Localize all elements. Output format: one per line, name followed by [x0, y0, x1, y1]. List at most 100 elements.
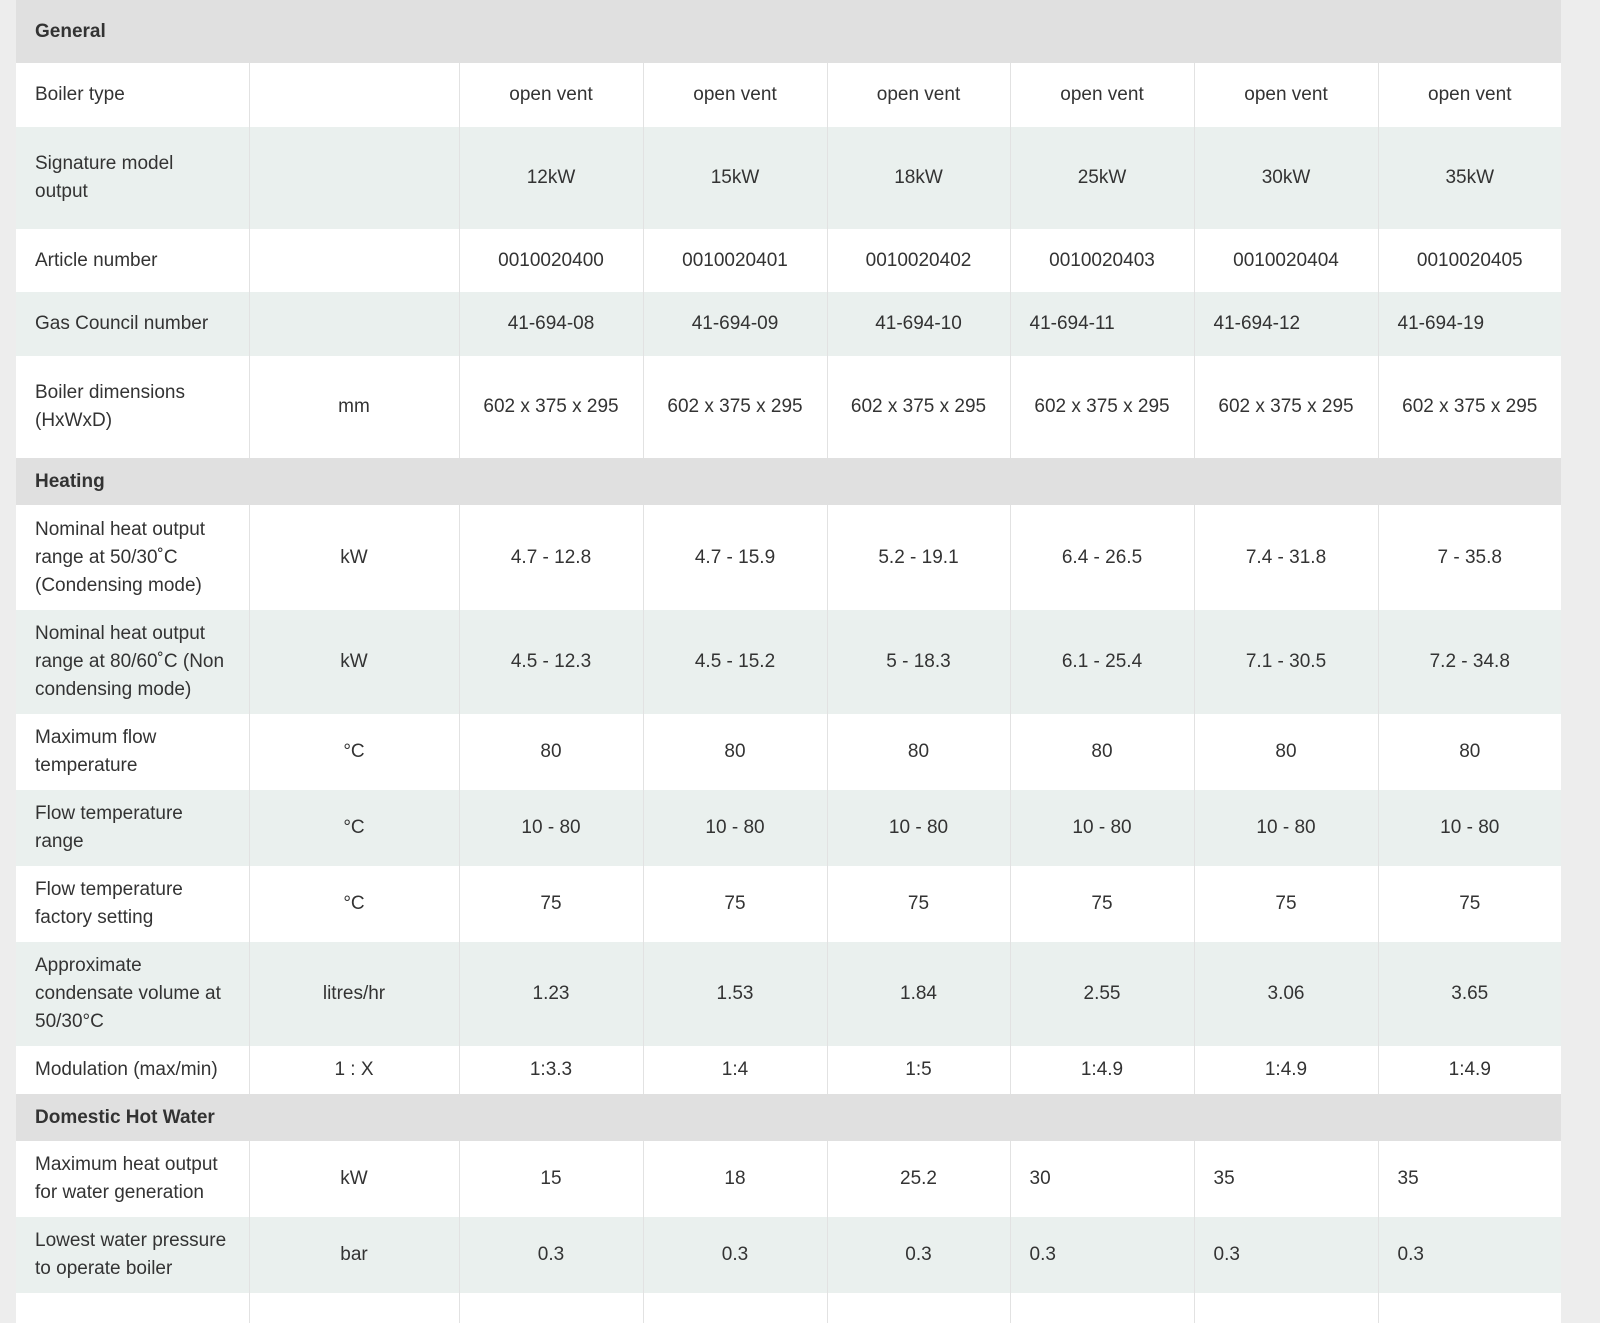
row-value: open vent [1009, 63, 1194, 127]
row-value: 0010020403 [1009, 229, 1194, 292]
row-value: 0.3 [642, 1217, 827, 1293]
row-value: open vent [642, 63, 827, 127]
row-value: 3.06 [1193, 942, 1378, 1046]
row-value: 6.4 - 26.5 [1009, 505, 1194, 610]
row-value: 25kW [1009, 127, 1194, 229]
row-value: 35kW [1377, 127, 1562, 229]
row-value: 0.3 [826, 1217, 1010, 1293]
row-value: 0010020404 [1193, 229, 1378, 292]
row-value: 12kW [458, 127, 643, 229]
row-value: 0010020401 [642, 229, 827, 292]
row-value: 10 - 80 [826, 790, 1010, 866]
row-value: 75 [1009, 866, 1194, 942]
row-label: Boiler dimensions (HxWxD) [16, 356, 249, 458]
row-value: 80 [642, 714, 827, 790]
section-title: General [16, 0, 1562, 63]
row-label: Boiler type [16, 63, 249, 127]
row-value: 75 [642, 866, 827, 942]
row-value: 0.3 [1009, 1217, 1194, 1293]
table-row: Approximate condensate volume at 50/30°C… [16, 942, 1562, 1046]
row-value: 602 x 375 x 295 [1193, 356, 1378, 458]
row-value: 41-694-11 [1009, 292, 1194, 356]
table-row: Nominal heat output range at 80/60˚C (No… [16, 610, 1562, 714]
row-label: Nominal heat output range at 80/60˚C (No… [16, 610, 249, 714]
row-value: 7.2 - 34.8 [1377, 610, 1562, 714]
table-row: Modulation (max/min) 1 : X 1:3.3 1:4 1:5 1:4.… [16, 1046, 1562, 1094]
table-row: Maximum flow temperature °C 80 80 80 80 80 80 [16, 714, 1562, 790]
section-title: Heating [16, 458, 1562, 505]
row-value: 1.84 [826, 942, 1010, 1046]
empty-cell [1009, 1293, 1194, 1323]
row-label: Lowest water pressure to operate boiler [16, 1217, 249, 1293]
section-header-row: Heating [16, 458, 1562, 505]
row-value: 10 - 80 [1009, 790, 1194, 866]
row-value: 10 - 80 [1377, 790, 1562, 866]
row-value: 0.3 [458, 1217, 643, 1293]
row-value: 80 [1009, 714, 1194, 790]
row-value: 15 [458, 1141, 643, 1217]
row-value: 5 - 18.3 [826, 610, 1010, 714]
row-value: 3.65 [1377, 942, 1562, 1046]
row-value: 35 [1193, 1141, 1378, 1217]
row-value: 1:4.9 [1377, 1046, 1562, 1094]
row-value: open vent [458, 63, 643, 127]
table-row: Gas Council number 41-694-08 41-694-09 41-6… [16, 292, 1562, 356]
table-row: Flow temperature factory setting °C 75 75 75… [16, 866, 1562, 942]
row-label: Maximum flow temperature [16, 714, 249, 790]
row-value: 80 [458, 714, 643, 790]
row-value: 75 [458, 866, 643, 942]
table-row: Nominal heat output range at 50/30˚C (Co… [16, 505, 1562, 610]
row-value: 4.5 - 15.2 [642, 610, 827, 714]
row-value: 1:4.9 [1193, 1046, 1378, 1094]
row-label: Flow temperature factory setting [16, 866, 249, 942]
row-value: 602 x 375 x 295 [826, 356, 1010, 458]
row-unit [248, 229, 459, 292]
table-row: Boiler type open vent open vent open vent op… [16, 63, 1562, 127]
row-value: 80 [826, 714, 1010, 790]
section-header-row: Domestic Hot Water [16, 1094, 1562, 1141]
row-unit: kW [248, 1141, 459, 1217]
table-row: Signature model output 12kW 15kW 18kW 25kW 30… [16, 127, 1562, 229]
row-value: 10 - 80 [642, 790, 827, 866]
row-value: 4.7 - 15.9 [642, 505, 827, 610]
row-value: 7 - 35.8 [1377, 505, 1562, 610]
empty-cell [16, 1293, 249, 1323]
row-label: Modulation (max/min) [16, 1046, 249, 1094]
row-value: 1.53 [642, 942, 827, 1046]
row-value: 1:3.3 [458, 1046, 643, 1094]
row-unit [248, 292, 459, 356]
row-value: 7.1 - 30.5 [1193, 610, 1378, 714]
row-value: 41-694-12 [1193, 292, 1378, 356]
row-label: Approximate condensate volume at 50/30°C [16, 942, 249, 1046]
row-label: Article number [16, 229, 249, 292]
row-label: Gas Council number [16, 292, 249, 356]
row-label: Flow temperature range [16, 790, 249, 866]
row-value: 1:5 [826, 1046, 1010, 1094]
row-unit [248, 127, 459, 229]
row-value: 0010020402 [826, 229, 1010, 292]
row-value: 4.7 - 12.8 [458, 505, 643, 610]
row-value: 602 x 375 x 295 [1009, 356, 1194, 458]
row-value: open vent [1377, 63, 1562, 127]
row-value: 0.3 [1193, 1217, 1378, 1293]
row-value: 41-694-19 [1377, 292, 1562, 356]
row-value: 0010020400 [458, 229, 643, 292]
row-label: Maximum heat output for water generation [16, 1141, 249, 1217]
row-value: 602 x 375 x 295 [642, 356, 827, 458]
row-value: 80 [1193, 714, 1378, 790]
row-value: 7.4 - 31.8 [1193, 505, 1378, 610]
row-value: 15kW [642, 127, 827, 229]
empty-cell [642, 1293, 827, 1323]
row-label: Signature model output [16, 127, 249, 229]
row-unit: mm [248, 356, 459, 458]
section-header-row: General [16, 0, 1562, 63]
specifications-table: General Boiler type open vent open vent open… [16, 0, 1562, 1323]
row-value: 0010020405 [1377, 229, 1562, 292]
row-value: 5.2 - 19.1 [826, 505, 1010, 610]
table-row: Article number 0010020400 0010020401 001002… [16, 229, 1562, 292]
row-value: 30kW [1193, 127, 1378, 229]
specifications-table-container: General Boiler type open vent open vent open… [16, 0, 1562, 1323]
row-unit [248, 63, 459, 127]
row-value: 18kW [826, 127, 1010, 229]
row-value: 41-694-10 [826, 292, 1010, 356]
